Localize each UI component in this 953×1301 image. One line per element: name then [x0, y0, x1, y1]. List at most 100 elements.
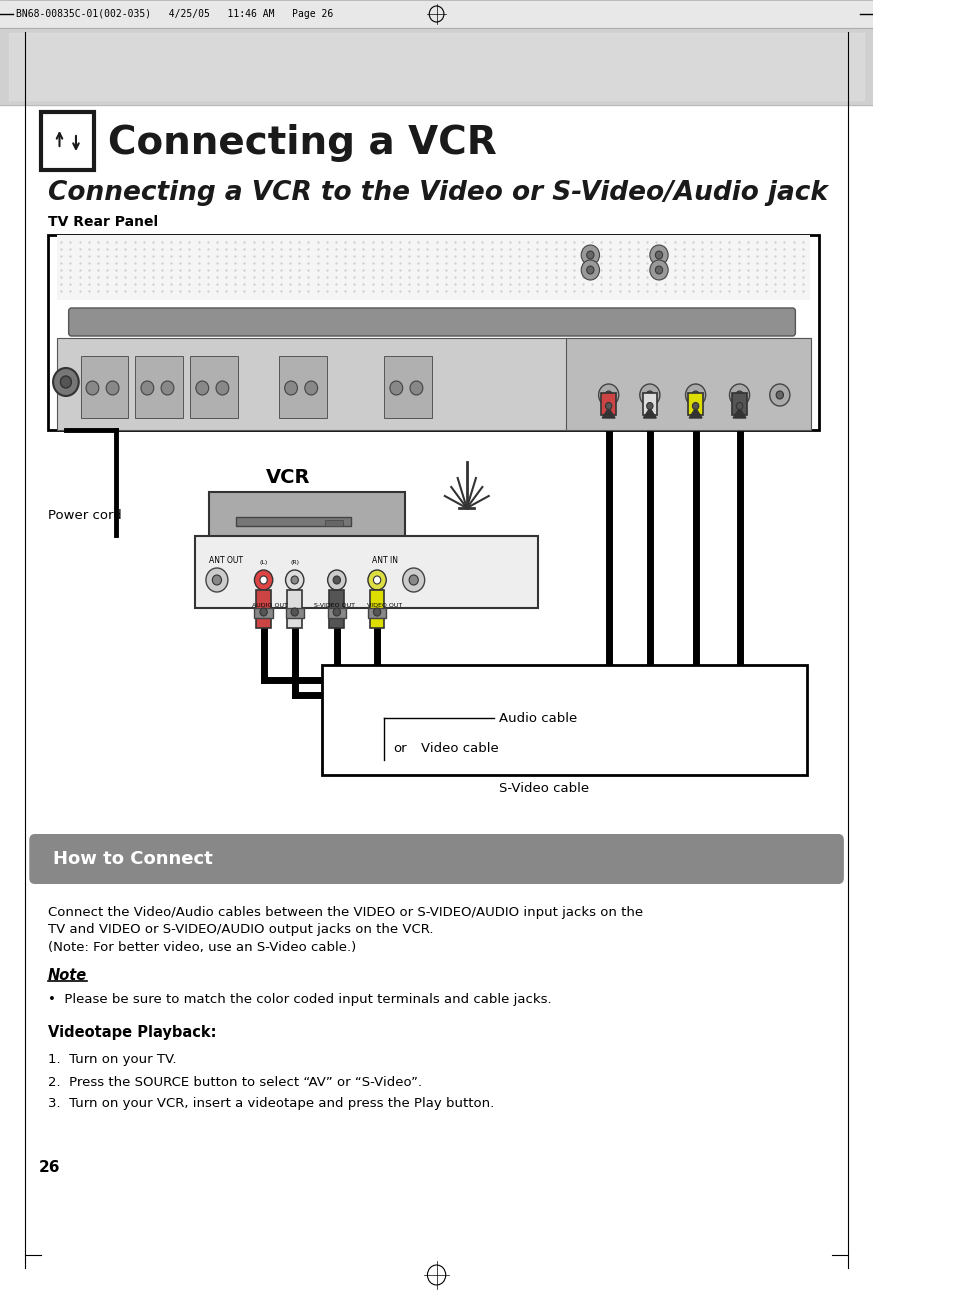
Text: (L): (L)	[259, 559, 268, 565]
Text: Audio cable: Audio cable	[498, 712, 577, 725]
Bar	[370, 589, 384, 628]
Circle shape	[53, 368, 79, 396]
Circle shape	[736, 402, 742, 410]
Text: 1.  Turn on your TV.: 1. Turn on your TV.	[48, 1054, 176, 1067]
Circle shape	[213, 575, 221, 585]
Bar	[194, 536, 537, 608]
Circle shape	[580, 245, 598, 265]
Bar	[329, 589, 344, 628]
Text: Videotape Playback:: Videotape Playback:	[48, 1025, 216, 1041]
Text: VCR: VCR	[266, 467, 311, 487]
Circle shape	[206, 569, 228, 592]
Text: 26: 26	[38, 1160, 60, 1176]
Text: AUDIO OUT: AUDIO OUT	[252, 602, 288, 608]
Text: TV Rear Panel: TV Rear Panel	[48, 215, 157, 229]
Circle shape	[776, 392, 782, 399]
Text: Video cable: Video cable	[420, 742, 498, 755]
Bar	[327, 608, 346, 618]
Circle shape	[692, 402, 699, 410]
Text: BN68-00835C-01(002-035)   4/25/05   11:46 AM   Page 26: BN68-00835C-01(002-035) 4/25/05 11:46 AM…	[16, 9, 334, 20]
Circle shape	[373, 608, 380, 615]
Bar	[41, 112, 94, 170]
Circle shape	[161, 381, 173, 396]
Text: VIDEO OUT: VIDEO OUT	[366, 602, 401, 608]
Circle shape	[646, 402, 653, 410]
Circle shape	[604, 392, 612, 399]
Bar	[600, 393, 616, 415]
Bar	[80, 356, 128, 418]
Circle shape	[285, 570, 304, 589]
Circle shape	[368, 570, 386, 589]
Polygon shape	[688, 409, 701, 418]
Circle shape	[141, 381, 153, 396]
Circle shape	[729, 384, 749, 406]
Circle shape	[409, 575, 417, 585]
Circle shape	[284, 381, 297, 396]
Bar	[48, 235, 819, 431]
Circle shape	[291, 576, 298, 584]
Bar	[0, 0, 872, 29]
Bar	[565, 338, 810, 431]
Text: Connecting a VCR to the Video or S-Video/Audio jack: Connecting a VCR to the Video or S-Video…	[48, 180, 826, 206]
Circle shape	[649, 245, 667, 265]
Circle shape	[639, 384, 659, 406]
Circle shape	[195, 381, 209, 396]
Bar	[10, 33, 863, 100]
Circle shape	[333, 608, 340, 615]
Bar	[256, 589, 271, 628]
Bar	[642, 393, 657, 415]
Text: Note: Note	[48, 968, 87, 982]
Circle shape	[649, 260, 667, 280]
Circle shape	[259, 576, 267, 584]
Circle shape	[410, 381, 422, 396]
Bar	[56, 338, 809, 431]
FancyBboxPatch shape	[30, 834, 843, 883]
Bar	[322, 665, 806, 775]
Text: 2.  Press the SOURCE button to select “AV” or “S-Video”.: 2. Press the SOURCE button to select “AV…	[48, 1076, 421, 1089]
Bar	[254, 608, 273, 618]
Text: (R): (R)	[290, 559, 299, 565]
Circle shape	[598, 384, 618, 406]
Polygon shape	[642, 409, 656, 418]
Circle shape	[259, 608, 267, 615]
Circle shape	[291, 608, 298, 615]
Text: S-Video cable: S-Video cable	[498, 782, 588, 795]
Bar	[279, 356, 327, 418]
Circle shape	[605, 402, 611, 410]
Circle shape	[60, 376, 71, 388]
Text: •  Please be sure to match the color coded input terminals and cable jacks.: • Please be sure to match the color code…	[48, 994, 551, 1007]
Circle shape	[645, 392, 653, 399]
Circle shape	[215, 381, 229, 396]
Text: S-VIDEO OUT: S-VIDEO OUT	[314, 602, 355, 608]
Circle shape	[304, 381, 317, 396]
Bar	[0, 29, 872, 105]
Circle shape	[685, 384, 705, 406]
Polygon shape	[732, 409, 745, 418]
Circle shape	[691, 392, 699, 399]
Text: or: or	[394, 742, 407, 755]
Bar	[368, 608, 386, 618]
Polygon shape	[601, 409, 615, 418]
Text: How to Connect: How to Connect	[53, 850, 213, 868]
Text: Connecting a VCR: Connecting a VCR	[108, 124, 497, 163]
Bar	[285, 608, 304, 618]
Circle shape	[402, 569, 424, 592]
Text: Power cord: Power cord	[48, 509, 121, 522]
Bar	[384, 356, 432, 418]
Circle shape	[735, 392, 742, 399]
Circle shape	[655, 251, 662, 259]
Bar	[687, 393, 702, 415]
Bar	[732, 393, 746, 415]
Circle shape	[373, 576, 380, 584]
Bar	[191, 356, 237, 418]
Text: (Note: For better video, use an S-Video cable.): (Note: For better video, use an S-Video …	[48, 942, 355, 955]
Bar	[236, 516, 350, 526]
Circle shape	[586, 265, 594, 275]
Circle shape	[769, 384, 789, 406]
Bar	[287, 589, 302, 628]
Text: ANT OUT: ANT OUT	[209, 556, 242, 565]
Circle shape	[586, 251, 594, 259]
Bar	[56, 235, 809, 301]
Text: 3.  Turn on your VCR, insert a videotape and press the Play button.: 3. Turn on your VCR, insert a videotape …	[48, 1098, 494, 1111]
Circle shape	[86, 381, 99, 396]
